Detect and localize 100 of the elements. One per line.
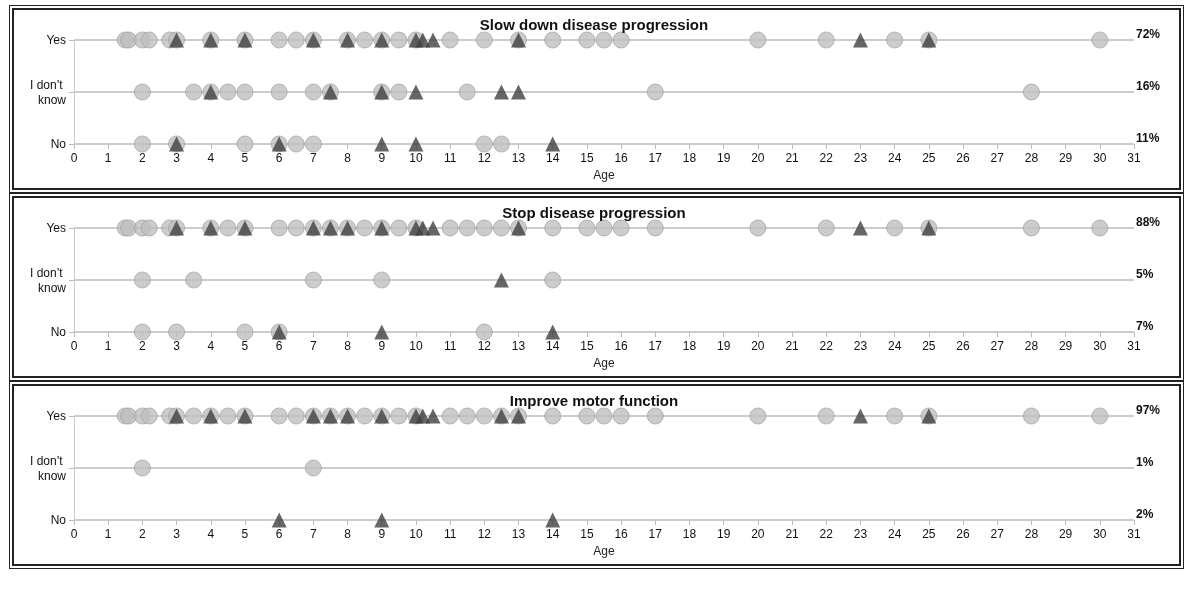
y2-tick-label: 11% xyxy=(1136,131,1160,145)
x-tick-label: 31 xyxy=(1127,527,1141,541)
x-tick-label: 29 xyxy=(1058,339,1073,353)
y-tick-label: Yes xyxy=(46,221,66,235)
x-tick-label: 5 xyxy=(241,151,249,165)
x-tick-label: 21 xyxy=(785,527,800,541)
x-tick-label: 9 xyxy=(378,339,386,353)
x-tick-label: 31 xyxy=(1127,151,1141,165)
x-tick-label: 16 xyxy=(614,151,629,165)
chart-title: Slow down disease progression xyxy=(479,16,709,33)
x-tick-label: 23 xyxy=(853,339,868,353)
x-tick-label: 10 xyxy=(409,339,423,353)
x-tick-label: 5 xyxy=(241,527,249,541)
x-tick-label: 20 xyxy=(751,151,765,165)
x-tick-label: 15 xyxy=(580,151,594,165)
x-tick-label: 6 xyxy=(275,527,283,541)
x-tick-label: 21 xyxy=(785,151,800,165)
x-tick-label: 11 xyxy=(443,151,457,165)
x-tick-label: 1 xyxy=(104,339,112,353)
x-tick-label: 1 xyxy=(104,527,112,541)
x-tick-label: 3 xyxy=(173,151,181,165)
x-tick-label: 26 xyxy=(956,151,971,165)
x-tick-label: 17 xyxy=(648,339,663,353)
x-tick-label: 25 xyxy=(922,339,936,353)
y2-tick-label: 97% xyxy=(1136,403,1161,417)
x-axis-title: Age xyxy=(593,543,615,558)
x-tick-label: 1 xyxy=(104,151,112,165)
y2-tick-label: 5% xyxy=(1136,267,1154,281)
y-tick-label: Yes xyxy=(46,409,66,423)
x-tick-label: 22 xyxy=(819,339,834,353)
x-tick-label: 25 xyxy=(922,527,936,541)
x-tick-label: 31 xyxy=(1127,339,1141,353)
x-tick-label: 26 xyxy=(956,339,971,353)
x-tick-label: 22 xyxy=(819,151,834,165)
x-tick-label: 3 xyxy=(173,527,181,541)
x-tick-label: 19 xyxy=(717,527,731,541)
x-tick-label: 0 xyxy=(70,527,78,541)
x-tick-label: 6 xyxy=(275,339,283,353)
x-tick-label: 24 xyxy=(887,339,902,353)
x-tick-label: 14 xyxy=(546,527,560,541)
x-tick-label: 7 xyxy=(310,339,318,353)
x-tick-label: 20 xyxy=(751,339,765,353)
x-tick-label: 8 xyxy=(344,151,352,165)
x-tick-label: 19 xyxy=(717,151,731,165)
x-tick-label: 17 xyxy=(648,151,663,165)
x-tick-label: 17 xyxy=(648,527,663,541)
x-tick-label: 10 xyxy=(409,527,423,541)
x-tick-label: 11 xyxy=(443,339,457,353)
x-tick-label: 5 xyxy=(241,339,249,353)
x-tick-label: 16 xyxy=(614,339,629,353)
x-tick-label: 13 xyxy=(511,151,526,165)
chart-title: Stop disease progression xyxy=(502,204,686,221)
x-tick-label: 28 xyxy=(1024,151,1039,165)
x-tick-label: 11 xyxy=(443,527,457,541)
x-tick-label: 29 xyxy=(1058,151,1073,165)
x-tick-label: 0 xyxy=(70,151,78,165)
x-tick-label: 6 xyxy=(275,151,283,165)
x-tick-label: 19 xyxy=(717,339,731,353)
y-tick-label: No xyxy=(50,137,67,151)
x-tick-label: 4 xyxy=(207,151,215,165)
x-tick-label: 16 xyxy=(614,527,629,541)
x-tick-label: 13 xyxy=(511,339,526,353)
x-tick-label: 12 xyxy=(477,339,492,353)
x-tick-label: 4 xyxy=(207,339,215,353)
x-tick-label: 20 xyxy=(751,527,765,541)
x-tick-label: 28 xyxy=(1024,527,1039,541)
x-tick-label: 4 xyxy=(207,527,215,541)
x-tick-label: 2 xyxy=(139,151,147,165)
y2-tick-label: 7% xyxy=(1136,319,1154,333)
x-tick-label: 23 xyxy=(853,527,868,541)
y-tick-label: Yes xyxy=(46,33,66,47)
x-tick-label: 28 xyxy=(1024,339,1039,353)
x-tick-label: 27 xyxy=(990,151,1005,165)
x-tick-label: 30 xyxy=(1093,527,1107,541)
y-tick-label: I don’t know xyxy=(29,453,67,483)
x-tick-label: 27 xyxy=(990,339,1005,353)
x-tick-label: 7 xyxy=(310,151,318,165)
x-tick-label: 29 xyxy=(1058,527,1073,541)
x-tick-label: 15 xyxy=(580,339,594,353)
x-tick-label: 30 xyxy=(1093,339,1107,353)
y-tick-label: No xyxy=(50,325,67,339)
x-tick-label: 10 xyxy=(409,151,423,165)
x-tick-label: 14 xyxy=(546,339,560,353)
y-tick-label: I don’t know xyxy=(29,265,67,295)
x-tick-label: 24 xyxy=(887,151,902,165)
x-tick-label: 14 xyxy=(546,151,560,165)
y2-tick-label: 88% xyxy=(1136,215,1161,229)
y-tick-label: I don’t know xyxy=(29,77,67,107)
x-tick-label: 18 xyxy=(682,339,697,353)
x-tick-label: 7 xyxy=(310,527,318,541)
x-tick-label: 13 xyxy=(511,527,526,541)
x-tick-label: 26 xyxy=(956,527,971,541)
x-tick-label: 24 xyxy=(887,527,902,541)
y2-tick-label: 2% xyxy=(1136,507,1154,521)
x-tick-label: 3 xyxy=(173,339,181,353)
x-tick-label: 8 xyxy=(344,527,352,541)
x-tick-label: 27 xyxy=(990,527,1005,541)
x-tick-label: 18 xyxy=(682,527,697,541)
x-axis-title: Age xyxy=(593,167,615,182)
x-tick-label: 9 xyxy=(378,151,386,165)
